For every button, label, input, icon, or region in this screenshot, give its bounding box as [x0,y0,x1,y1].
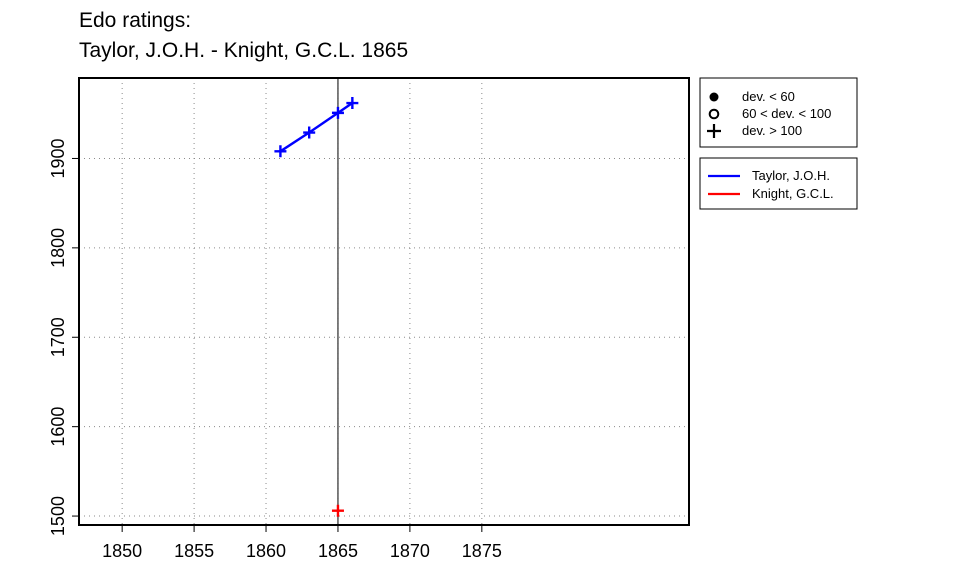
legend-marker-label: 60 < dev. < 100 [742,106,831,121]
legend-series-label: Taylor, J.O.H. [752,168,830,183]
y-tick-label: 1500 [48,496,68,536]
data-point-taylor-j-o-h [331,106,344,119]
legend-marker-label: dev. < 60 [742,89,795,104]
legend-marker-label: dev. > 100 [742,123,802,138]
open-circle-icon [708,108,720,120]
grid-lines [79,78,689,525]
y-tick-label: 1600 [48,407,68,447]
x-tick-label: 1875 [462,541,502,561]
filled-circle-icon [709,92,719,102]
data-point-taylor-j-o-h [346,97,359,110]
y-tick-label: 1900 [48,138,68,178]
x-tick-label: 1855 [174,541,214,561]
data-point-taylor-j-o-h [274,145,287,158]
marker-legend-box [699,77,858,148]
marker-legend: dev. < 60 60 < dev. < 100 dev. > 100 [699,77,858,148]
y-tick-label: 1800 [48,228,68,268]
series-legend: Taylor, J.O.H. Knight, G.C.L. [699,157,858,210]
x-tick-label: 1865 [318,541,358,561]
data-point-knight-g-c-l [331,504,344,517]
series-layer [274,97,359,517]
data-point-taylor-j-o-h [303,126,316,139]
chart-title-line2: Taylor, J.O.H. - Knight, G.C.L. 1865 [79,39,409,62]
x-tick-label: 1870 [390,541,430,561]
y-tick-label: 1700 [48,317,68,357]
chart-title-line1: Edo ratings: [79,9,192,32]
plot-frame [78,77,690,526]
series-line-taylor-j-o-h [279,102,354,153]
series-legend-box [699,157,858,210]
x-tick-label: 1860 [246,541,286,561]
y-axis: 1500 1600 1700 1800 1900 [48,138,79,536]
x-tick-label: 1850 [102,541,142,561]
plus-icon [707,124,721,138]
x-axis: 1850 1855 1860 1865 1870 1875 [102,525,502,561]
legend-series-label: Knight, G.C.L. [752,186,834,201]
